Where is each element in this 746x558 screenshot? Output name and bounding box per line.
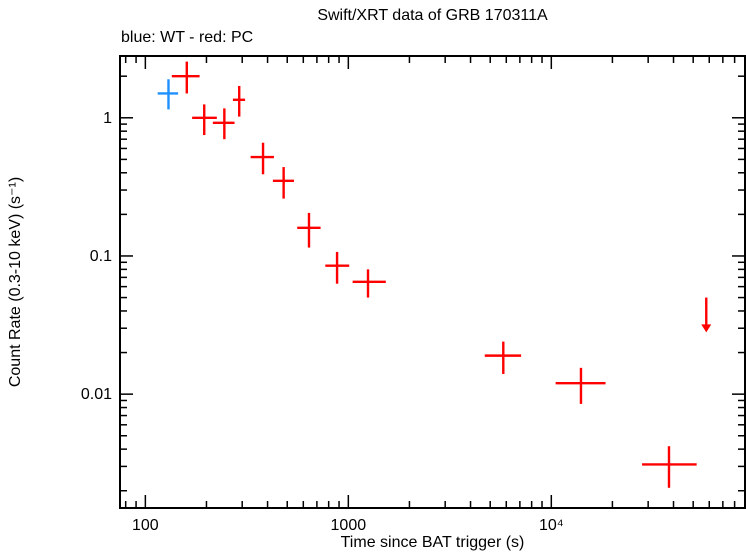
data-point-pc (642, 446, 697, 488)
plot-frame (119, 55, 746, 509)
data-point-pc (192, 104, 217, 136)
chart-title: Swift/XRT data of GRB 170311A (317, 7, 548, 24)
y-tick-label: 1 (103, 110, 112, 127)
data-point-pc (272, 167, 295, 199)
y-tick-label: 0.1 (90, 248, 112, 265)
data-point-pc (250, 142, 274, 175)
chart-legend-text: blue: WT - red: PC (121, 29, 254, 46)
upper-limit-arrow (701, 297, 712, 333)
x-tick-label: 1000 (331, 517, 367, 534)
data-point-pc (325, 251, 350, 284)
data-point-pc (212, 108, 235, 140)
data-point-pc (555, 367, 606, 404)
data-point-pc (352, 269, 386, 298)
x-tick-label: 10⁴ (539, 517, 564, 534)
data-point-pc (484, 341, 522, 374)
data-point-pc (297, 212, 321, 248)
x-tick-label: 100 (132, 517, 159, 534)
data-point-pc (232, 85, 246, 117)
y-axis-label: Count Rate (0.3-10 keV) (s⁻¹) (7, 177, 24, 387)
y-tick-label: 0.01 (81, 386, 112, 403)
data-point-pc (171, 61, 200, 94)
data-point-wt (157, 79, 179, 110)
x-axis-label: Time since BAT trigger (s) (340, 534, 525, 551)
